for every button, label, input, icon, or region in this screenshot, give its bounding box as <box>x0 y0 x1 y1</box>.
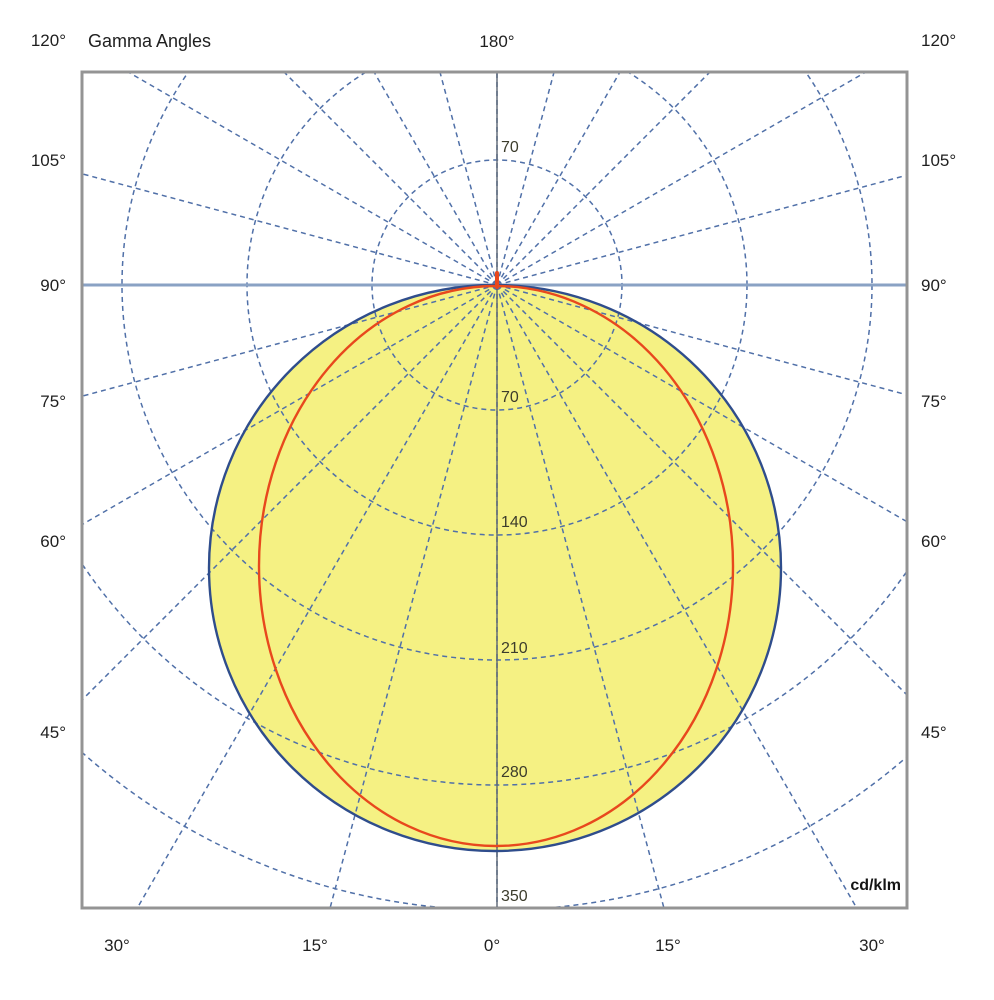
radial-value-70-top: 70 <box>501 139 519 156</box>
radial-value-350: 350 <box>501 888 528 905</box>
grid-ray <box>82 284 498 526</box>
radial-value-210: 210 <box>501 640 528 657</box>
distribution-outline-layer <box>207 271 783 853</box>
angle-label-left-60: 60° <box>40 532 66 551</box>
grid-ray <box>496 72 868 286</box>
radial-value-280: 280 <box>501 764 528 781</box>
grid-ray <box>282 72 498 286</box>
radial-value-140: 140 <box>501 514 528 531</box>
angle-label-bottom-15-left: 15° <box>302 936 328 955</box>
grid-ray <box>82 173 498 286</box>
grid-ray <box>496 72 712 286</box>
grid-ray <box>329 284 498 908</box>
distribution-curve-fill <box>209 285 781 851</box>
grid-ray <box>126 72 498 286</box>
angle-label-left-75: 75° <box>40 392 66 411</box>
grid-ray <box>496 72 555 286</box>
grid-ray <box>496 284 907 523</box>
distribution-fill-layer <box>209 285 781 851</box>
grid-ray <box>439 72 498 286</box>
chart-title: Gamma Angles <box>88 31 211 51</box>
grid-ray <box>373 72 498 286</box>
angle-label-right-75: 75° <box>921 392 947 411</box>
grid-ray <box>496 284 907 697</box>
radial-value-70: 70 <box>501 389 519 406</box>
grid-ray <box>496 72 621 286</box>
grid-ray <box>136 284 498 908</box>
angle-label-left-120: 120° <box>31 31 66 50</box>
angle-label-top-180: 180° <box>479 32 514 51</box>
angle-label-right-45: 45° <box>921 723 947 742</box>
angle-label-left-105: 105° <box>31 151 66 170</box>
angle-label-bottom-30-left: 30° <box>104 936 130 955</box>
angle-label-right-60: 60° <box>921 532 947 551</box>
grid-ray <box>496 284 858 908</box>
grid-ray <box>82 284 498 702</box>
angle-label-right-90: 90° <box>921 276 947 295</box>
grid-ray <box>496 284 907 396</box>
angle-label-left-90: 90° <box>40 276 66 295</box>
angle-label-right-120: 120° <box>921 31 956 50</box>
angle-label-right-105: 105° <box>921 151 956 170</box>
grid-ray <box>82 284 498 397</box>
plot-frame <box>80 70 909 910</box>
angle-label-bottom-15-right: 15° <box>655 936 681 955</box>
grid-ray <box>496 284 665 908</box>
angle-label-left-45: 45° <box>40 723 66 742</box>
unit-label: cd/klm <box>850 877 901 894</box>
grid-ray <box>496 174 907 286</box>
angle-label-bottom-0: 0° <box>484 936 500 955</box>
angle-label-bottom-30-right: 30° <box>859 936 885 955</box>
